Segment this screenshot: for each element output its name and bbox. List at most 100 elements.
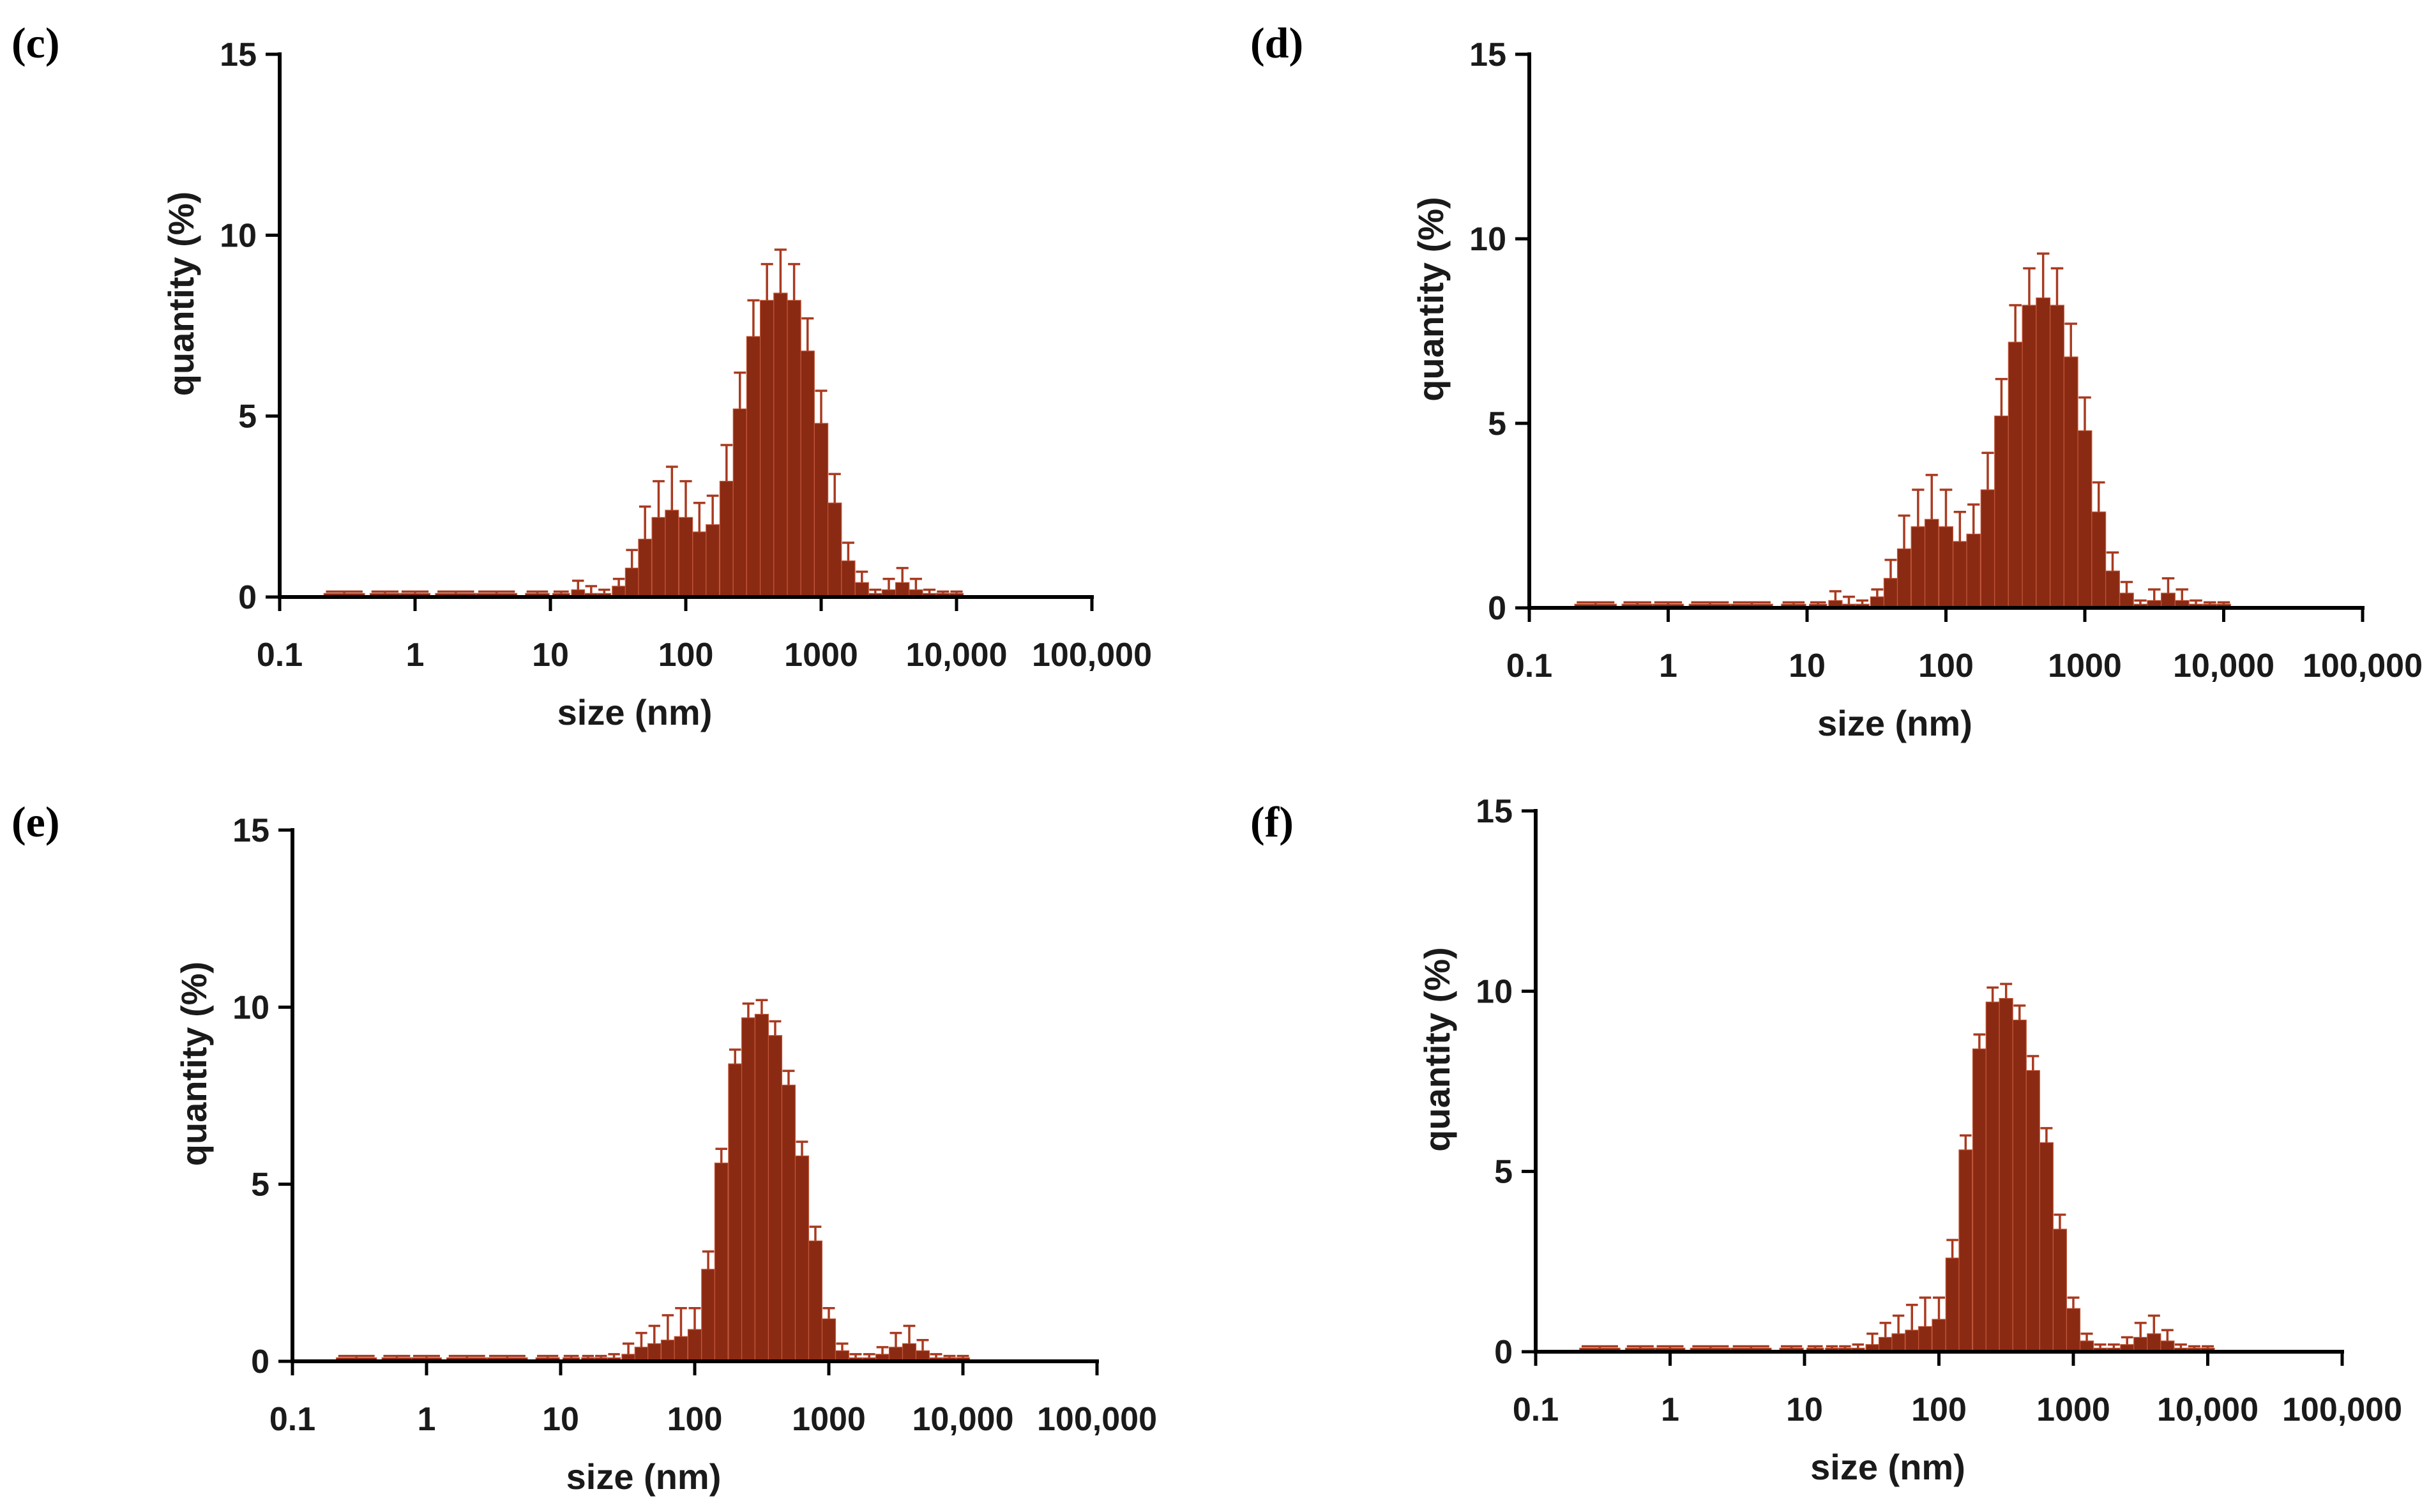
error-bar: [1810, 601, 1826, 605]
y-tick-label: 0: [1488, 590, 1506, 627]
error-bar: [2023, 267, 2036, 306]
histogram-bar: [2091, 511, 2107, 609]
x-tick-label: 1000: [792, 1401, 866, 1438]
error-bar: [2094, 1343, 2107, 1349]
error-bar: [537, 1354, 559, 1358]
error-bar: [639, 505, 651, 540]
x-tick-label: 100: [1911, 1391, 1967, 1428]
x-tick-label: 100,000: [2303, 647, 2423, 684]
error-bar: [488, 1354, 526, 1358]
histogram-bar: [624, 568, 639, 598]
histogram-bar: [2036, 297, 2051, 609]
error-bar: [742, 1002, 755, 1018]
error-bar: [2106, 551, 2119, 571]
histogram-bar: [800, 351, 815, 598]
error-bar: [782, 1070, 795, 1085]
histogram-bar: [732, 408, 747, 598]
error-bar: [1905, 1303, 1918, 1331]
histogram-bar: [759, 299, 775, 598]
error-bar: [437, 590, 474, 594]
error-bar: [1732, 1345, 1769, 1349]
error-bar: [2000, 983, 2013, 999]
x-axis-title: size (nm): [557, 692, 713, 732]
histogram-bar: [2133, 1336, 2148, 1352]
error-bar: [693, 501, 706, 532]
histogram-bar: [1985, 1001, 2000, 1352]
error-bar: [923, 588, 936, 594]
histogram-bar: [714, 1162, 729, 1362]
histogram-bar: [1938, 526, 1954, 609]
histogram-bar: [692, 531, 707, 598]
x-tick-label: 1000: [2036, 1391, 2110, 1428]
histogram-bar: [895, 582, 910, 598]
histogram-bar: [678, 517, 693, 598]
error-bar: [1919, 1296, 1932, 1327]
error-bar: [1967, 503, 1980, 534]
histogram-bar: [1999, 998, 2013, 1352]
y-tick-label: 15: [220, 36, 257, 73]
error-bar: [2188, 1345, 2200, 1349]
histogram-bar: [808, 1240, 823, 1362]
x-tick-label: 10: [1786, 1391, 1823, 1428]
error-bar: [2107, 1343, 2120, 1349]
error-bar: [788, 262, 801, 301]
histogram-bar: [746, 336, 761, 598]
error-bar: [401, 590, 429, 594]
error-bar: [903, 1324, 916, 1344]
x-tick-label: 0.1: [269, 1401, 315, 1438]
error-bar: [1577, 601, 1615, 605]
x-tick-label: 10,000: [2173, 647, 2274, 684]
x-tick-label: 1: [418, 1401, 436, 1438]
error-bar: [2161, 577, 2175, 593]
error-bar: [1995, 377, 2008, 416]
error-bar: [856, 570, 868, 583]
error-bar: [2203, 601, 2216, 605]
histogram-bar: [768, 1035, 783, 1362]
error-bar: [675, 1307, 687, 1337]
histogram-bar: [794, 1155, 810, 1362]
histogram-bar: [728, 1063, 743, 1362]
error-bar: [1879, 1322, 1891, 1338]
error-bar: [2027, 1055, 2039, 1071]
error-bar: [1842, 595, 1855, 605]
histogram-bar: [701, 1269, 715, 1362]
histogram-bar: [2039, 1142, 2054, 1352]
y-tick-label: 10: [1469, 221, 1506, 258]
y-axis-title: quantity (%): [161, 192, 201, 396]
histogram-bar: [687, 1329, 702, 1362]
y-tick-label: 5: [238, 398, 257, 435]
y-tick-label: 5: [1494, 1154, 1513, 1191]
error-bar: [665, 465, 678, 510]
histogram-bar: [1932, 1319, 1946, 1352]
error-bar: [2147, 1314, 2160, 1334]
error-bar: [715, 1147, 728, 1163]
histogram-bar: [1911, 526, 1926, 609]
y-tick-label: 10: [220, 217, 257, 254]
x-tick-label: 100: [667, 1401, 723, 1438]
error-bar: [729, 1048, 741, 1064]
error-bar: [702, 1250, 715, 1269]
x-axis-title: size (nm): [566, 1456, 722, 1497]
error-bar: [1912, 488, 1925, 527]
x-tick-label: 1: [1661, 1391, 1679, 1428]
x-tick-label: 100: [658, 637, 714, 674]
error-bar: [849, 1353, 862, 1358]
chart-panel-d: (d) 0 5 10 15 0.1 1 10 100 1000 10,000 100,000 size …: [1250, 19, 2423, 743]
histogram-bar: [674, 1336, 688, 1362]
histogram-bar: [1945, 1257, 1960, 1352]
error-bar: [648, 1324, 660, 1344]
histogram-bar: [634, 1347, 649, 1362]
error-bar: [809, 1225, 822, 1241]
histogram-bar: [1896, 548, 1912, 609]
y-tick-label: 5: [251, 1167, 269, 1204]
histogram-bar: [719, 481, 734, 598]
chart-panel-c: (c) 0 5 10 15 0.1 1 10 100 1000 10,000 100,000 size …: [11, 19, 1152, 732]
error-bar: [1884, 559, 1897, 578]
histogram-bar: [1883, 578, 1898, 609]
histogram-bar: [638, 538, 653, 598]
error-bar: [448, 1354, 485, 1358]
error-bar: [1866, 1333, 1879, 1345]
error-bar: [1782, 601, 1805, 605]
histogram-bar: [821, 1318, 836, 1362]
histogram-bar: [787, 299, 801, 598]
